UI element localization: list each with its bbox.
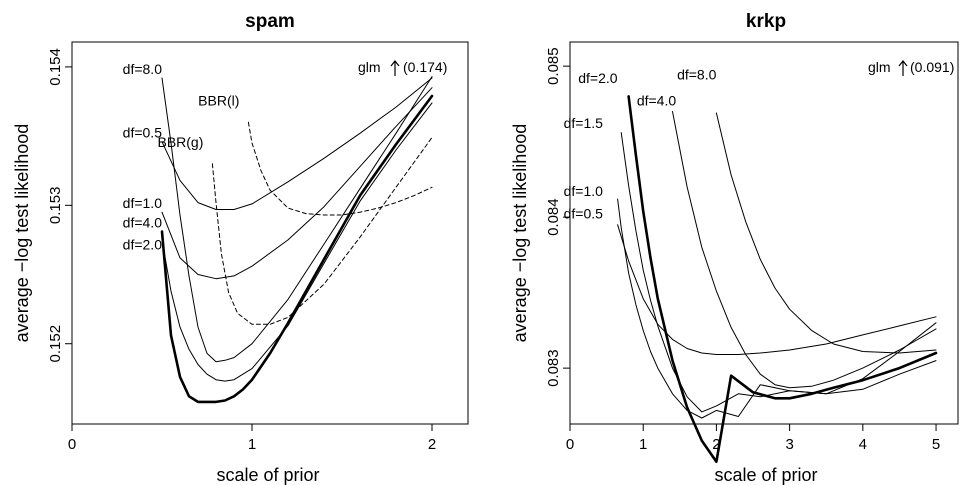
krkp-series-df-0-5	[617, 224, 937, 355]
spam-title: spam	[245, 11, 295, 32]
spam-panel: spam scale of prior average −log test li…	[12, 11, 469, 485]
krkp-series-df-1-5	[620, 132, 937, 413]
krkp-y-axis-label: average −log test likelihood	[510, 124, 530, 343]
krkp-title: krkp	[746, 11, 786, 32]
spam-series	[160, 76, 434, 404]
krkp-y-tick-label-2: 0.085	[545, 47, 562, 85]
up-arrow-icon	[898, 60, 908, 76]
krkp-glm-annotation: glm (0.091)	[868, 59, 954, 76]
spam-x-tick-label-1: 1	[248, 436, 256, 453]
krkp-glm-label: glm	[868, 59, 891, 75]
spam-x-axis: 0 1 2	[68, 424, 436, 453]
spam-series-df-2-0	[160, 94, 434, 404]
krkp-label-df-0-5: df=0.5	[564, 206, 604, 222]
spam-label-bbr-g: BBR(g)	[157, 134, 203, 150]
krkp-series-df-1-0	[617, 198, 937, 419]
spam-series-df-8-0	[161, 76, 433, 363]
spam-x-tick-label-0: 0	[68, 436, 76, 453]
krkp-panel: krkp scale of prior average −log test li…	[510, 11, 959, 485]
krkp-label-df-8-0: df=8.0	[677, 67, 717, 83]
spam-x-tick-label-2: 2	[428, 436, 436, 453]
krkp-label-df-1-0: df=1.0	[564, 183, 604, 199]
krkp-x-tick-label-5: 5	[932, 436, 940, 453]
spam-glm-value: (0.174)	[403, 59, 447, 75]
krkp-labels: df=2.0 df=8.0df=4.0 df=1.5 df=1.0 df=0.5	[564, 67, 717, 222]
krkp-series-df-8-0	[715, 112, 937, 354]
krkp-y-tick-label-0: 0.083	[545, 349, 562, 387]
spam-label-df-1-0: df=1.0	[123, 195, 163, 211]
krkp-x-tick-label-1: 1	[639, 436, 647, 453]
spam-glm-label: glm	[358, 59, 381, 75]
up-arrow-icon	[390, 60, 400, 76]
krkp-x-tick-label-3: 3	[785, 436, 793, 453]
krkp-label-df-1-5: df=1.5	[564, 115, 604, 131]
spam-plot-frame	[71, 41, 469, 425]
spam-y-tick-label-1: 0.153	[47, 187, 64, 225]
krkp-x-tick-label-0: 0	[566, 436, 574, 453]
spam-label-df-0-5: df=0.5	[123, 125, 163, 141]
krkp-series-df-2-0	[627, 95, 938, 464]
krkp-x-tick-label-4: 4	[859, 436, 867, 453]
spam-y-axis: 0.152 0.153 0.154	[47, 48, 72, 362]
krkp-series-df-4-0	[672, 111, 937, 389]
krkp-y-axis: 0.083 0.084 0.085	[545, 47, 570, 387]
krkp-glm-value: (0.091)	[910, 59, 954, 75]
spam-series-df-1-0	[161, 87, 433, 280]
krkp-label-df-4-0: df=4.0	[637, 92, 677, 108]
spam-series-bbr-l	[247, 121, 433, 216]
spam-x-axis-label: scale of prior	[216, 465, 319, 485]
krkp-x-axis-label: scale of prior	[714, 465, 817, 485]
spam-y-axis-label: average −log test likelihood	[12, 124, 32, 343]
krkp-series	[617, 95, 938, 464]
spam-label-df-4-0: df=4.0	[123, 214, 163, 230]
spam-labels: df=8.0 df=0.5 df=1.0 df=4.0 df=2.0 BBR(g) BBR(…	[123, 61, 240, 253]
spam-label-df-2-0: df=2.0	[123, 237, 163, 253]
krkp-y-tick-label-1: 0.084	[545, 198, 562, 236]
spam-y-tick-label-2: 0.154	[47, 48, 64, 86]
spam-glm-annotation: glm (0.174)	[358, 59, 447, 76]
krkp-plot-frame	[569, 41, 959, 425]
spam-series-df-0-5	[161, 77, 433, 210]
spam-series-bbr-g	[211, 137, 433, 325]
spam-y-tick-label-0: 0.152	[47, 325, 64, 363]
krkp-x-axis: 0 1 2 3 4 5	[566, 424, 940, 453]
spam-label-df-8-0: df=8.0	[123, 61, 163, 77]
krkp-x-tick-label-2: 2	[712, 436, 720, 453]
spam-label-bbr-l: BBR(l)	[198, 93, 239, 109]
spam-series-df-4-0	[161, 102, 433, 382]
krkp-label-df-2-0: df=2.0	[578, 70, 618, 86]
